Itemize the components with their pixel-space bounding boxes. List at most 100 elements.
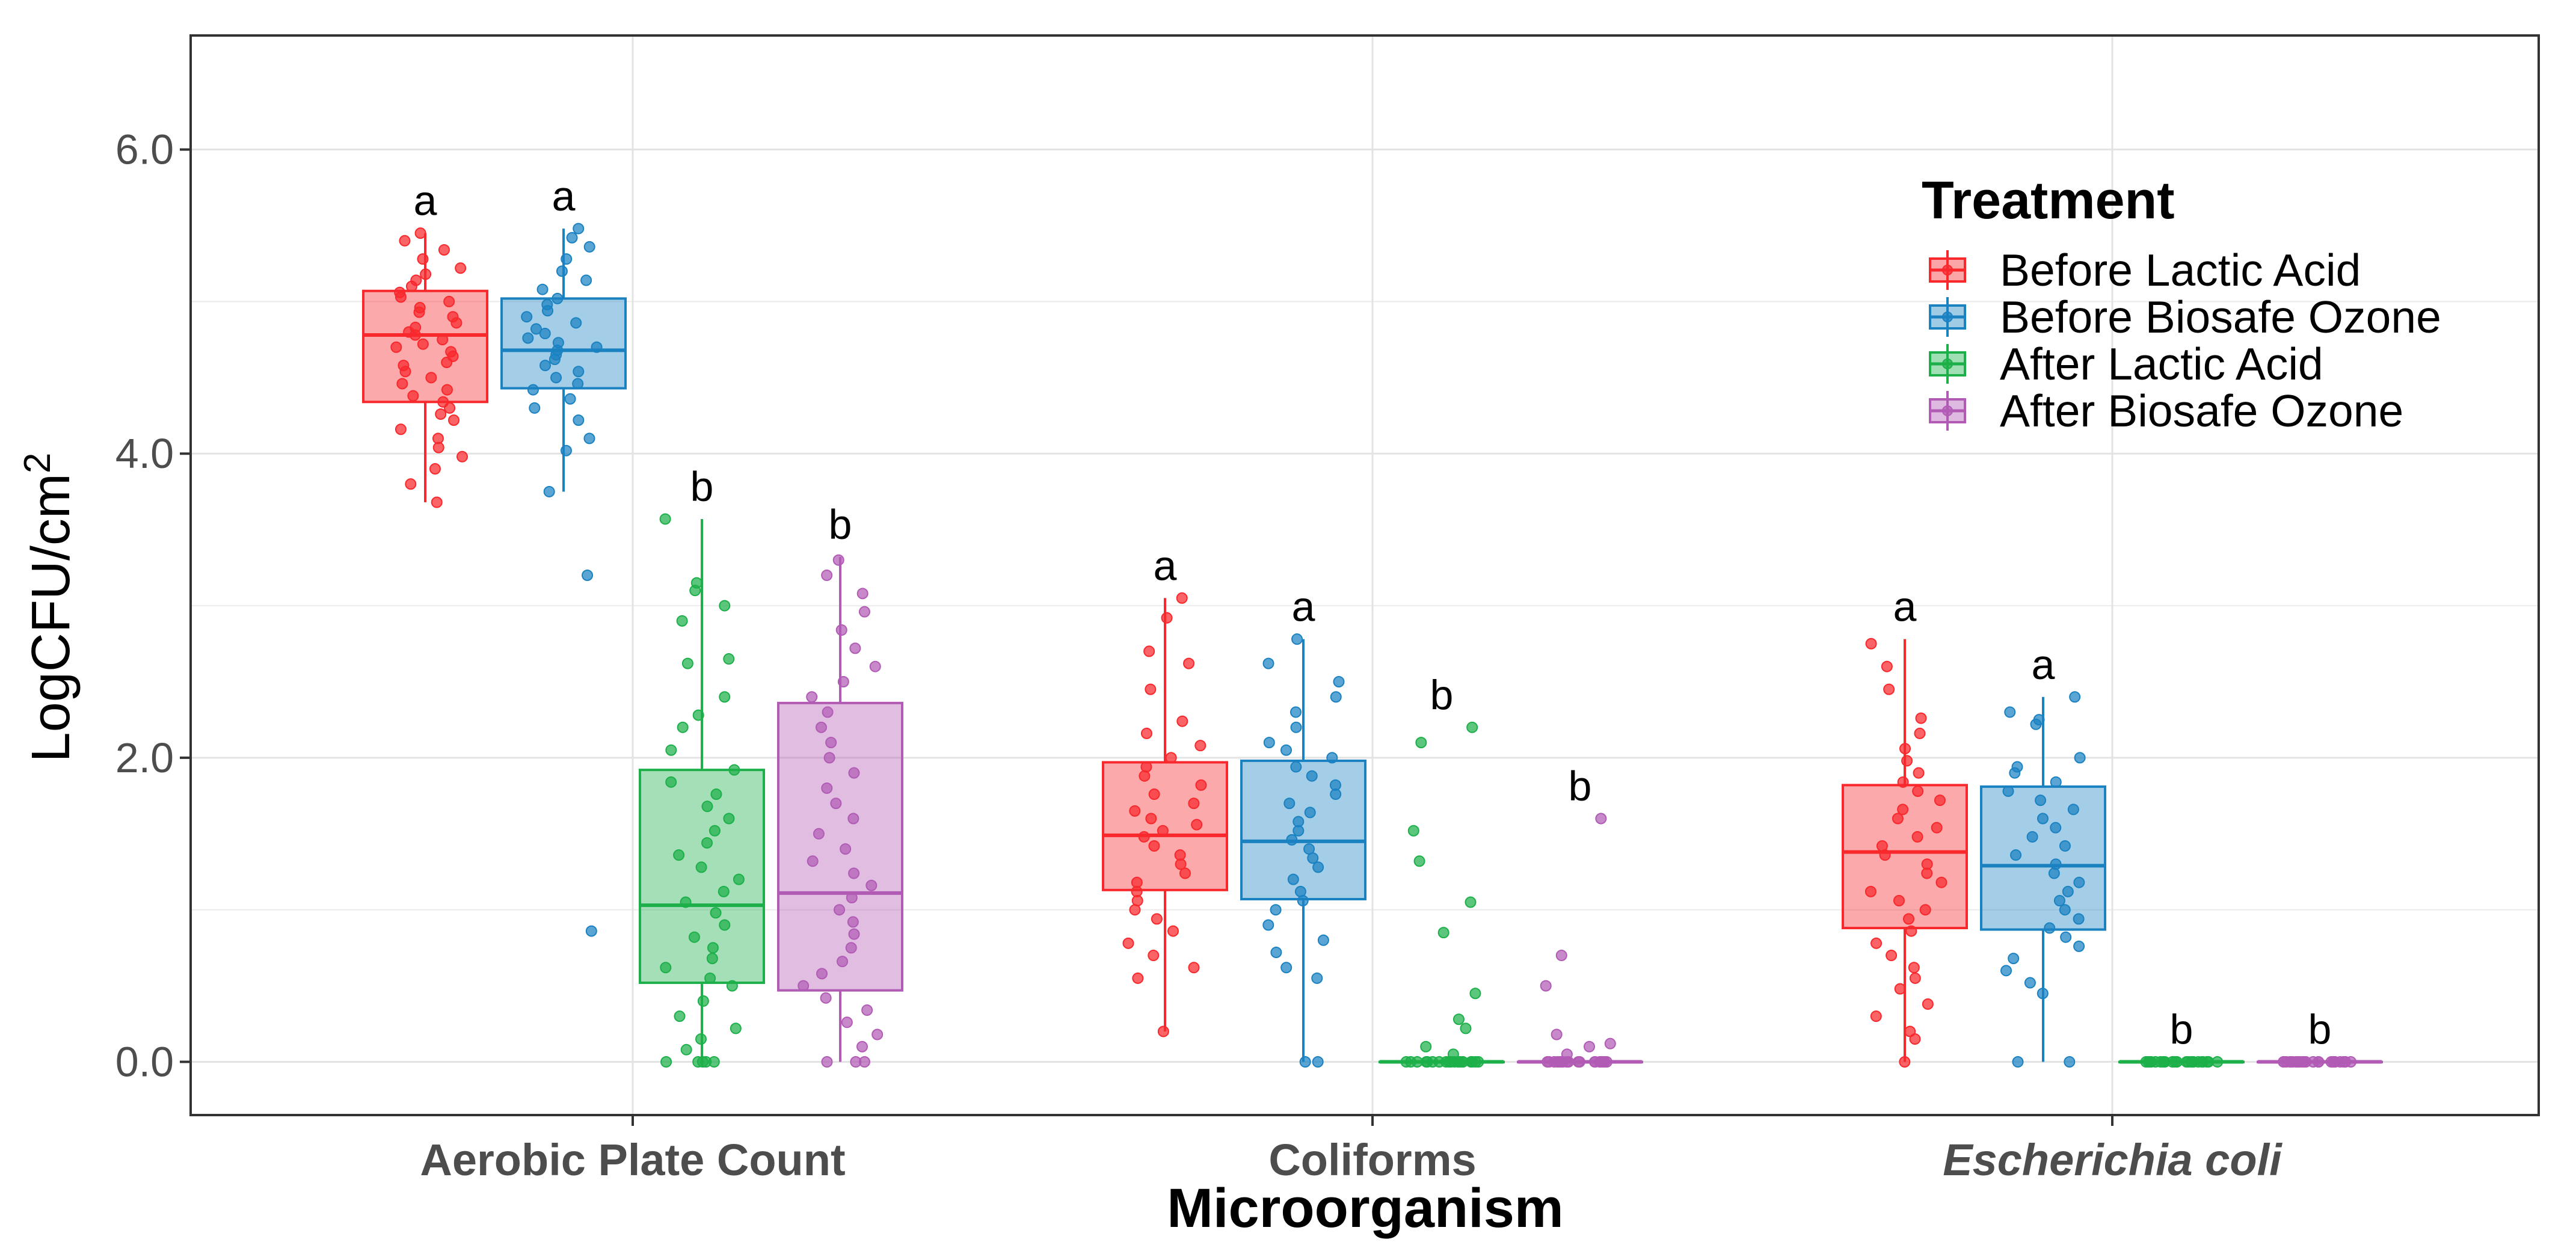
legend-title: Treatment: [1922, 170, 2175, 230]
data-point: [1286, 834, 1298, 846]
data-point: [1306, 770, 1318, 782]
data-point: [1287, 873, 1299, 885]
data-point: [2048, 867, 2060, 879]
data-point: [573, 414, 585, 426]
data-point: [2157, 1056, 2169, 1068]
data-point: [583, 241, 595, 253]
x-tick-label: Escherichia coli: [1943, 1135, 2282, 1185]
data-point: [798, 980, 810, 992]
data-point: [1437, 927, 1449, 939]
data-point: [2060, 931, 2072, 943]
data-point: [1899, 1056, 1911, 1068]
data-point: [1447, 1048, 1459, 1060]
data-point: [1188, 962, 1200, 974]
legend-key-after-biosafe-ozone: [1929, 391, 1966, 431]
data-point: [2313, 1056, 2325, 1068]
data-point: [726, 980, 738, 992]
significance-letter: b: [2170, 1006, 2193, 1053]
data-point: [2037, 813, 2049, 825]
data-point: [583, 432, 595, 444]
data-point: [1312, 1056, 1324, 1068]
data-point: [707, 942, 719, 954]
significance-letter: a: [1154, 542, 1177, 589]
data-point: [733, 873, 745, 885]
data-point: [723, 653, 735, 665]
data-point: [1129, 805, 1141, 817]
data-point: [659, 513, 671, 525]
data-point: [695, 861, 707, 873]
data-point: [1594, 1056, 1606, 1068]
y-axis-title: LogCFU/cm2: [17, 453, 81, 763]
data-point: [837, 956, 849, 968]
y-axis: 0.0 2.0 4.0 6.0: [115, 126, 191, 1086]
data-point: [807, 855, 819, 867]
data-point: [710, 907, 722, 919]
data-point: [821, 570, 833, 581]
data-point: [701, 837, 713, 849]
data-point: [1176, 715, 1188, 727]
data-point: [394, 286, 406, 298]
data-point: [806, 691, 818, 703]
legend-label: After Biosafe Ozone: [2000, 386, 2404, 436]
data-point: [848, 867, 860, 879]
legend-item-after-biosafe-ozone: After Biosafe Ozone: [1922, 387, 2576, 434]
data-point: [1293, 816, 1305, 828]
data-point: [1176, 592, 1188, 604]
data-point: [1870, 1010, 1882, 1022]
data-point: [448, 414, 460, 426]
data-point: [1157, 825, 1169, 837]
data-point: [2059, 904, 2071, 916]
legend-item-before-biosafe-ozone: Before Biosafe Ozone: [1922, 294, 2576, 340]
data-point: [665, 776, 677, 788]
data-point: [1466, 1056, 1478, 1068]
data-point: [2050, 776, 2062, 788]
data-point: [2187, 1056, 2199, 1068]
data-point: [1195, 779, 1207, 791]
data-point: [1908, 962, 1920, 974]
data-point: [830, 798, 842, 810]
data-point: [1139, 770, 1151, 782]
significance-letter: a: [1893, 583, 1917, 630]
data-point: [1262, 919, 1274, 931]
data-point: [2035, 795, 2047, 807]
data-point: [1902, 913, 1914, 925]
data-point: [441, 384, 453, 396]
data-point: [1865, 638, 1877, 650]
data-point: [837, 675, 849, 687]
data-point: [1122, 937, 1134, 949]
data-point: [1194, 740, 1207, 752]
significance-letter: a: [2032, 641, 2055, 688]
y-axis-title-unit: cm: [21, 473, 81, 546]
data-point: [825, 737, 837, 749]
data-point: [435, 408, 447, 420]
data-point: [1262, 657, 1274, 669]
data-point: [813, 828, 825, 840]
data-point: [1584, 1040, 1596, 1053]
significance-letter: a: [552, 173, 576, 220]
boxplots: [362, 229, 2383, 1064]
data-point: [1329, 779, 1341, 791]
data-point: [2033, 714, 2045, 726]
data-point: [2044, 922, 2056, 934]
data-point: [1148, 950, 1160, 962]
data-point: [1919, 904, 1931, 916]
data-point: [417, 253, 429, 265]
data-point: [696, 1056, 709, 1068]
data-point: [835, 624, 847, 636]
data-point: [1912, 785, 1924, 797]
data-point: [1270, 946, 1282, 958]
data-point: [1573, 1056, 1585, 1068]
data-point: [543, 485, 555, 497]
data-point: [2050, 858, 2062, 870]
box-after-biosafe-ozone: [777, 701, 903, 992]
data-point: [1893, 895, 1905, 907]
data-point: [1551, 1028, 1563, 1040]
data-point: [437, 396, 449, 408]
data-point: [1311, 972, 1323, 984]
data-point: [573, 223, 585, 235]
data-point: [719, 919, 731, 931]
significance-letter: b: [829, 501, 852, 548]
data-point: [541, 298, 553, 310]
data-point: [858, 606, 870, 618]
legend-item-after-lactic-acid: After Lactic Acid: [1922, 340, 2576, 387]
